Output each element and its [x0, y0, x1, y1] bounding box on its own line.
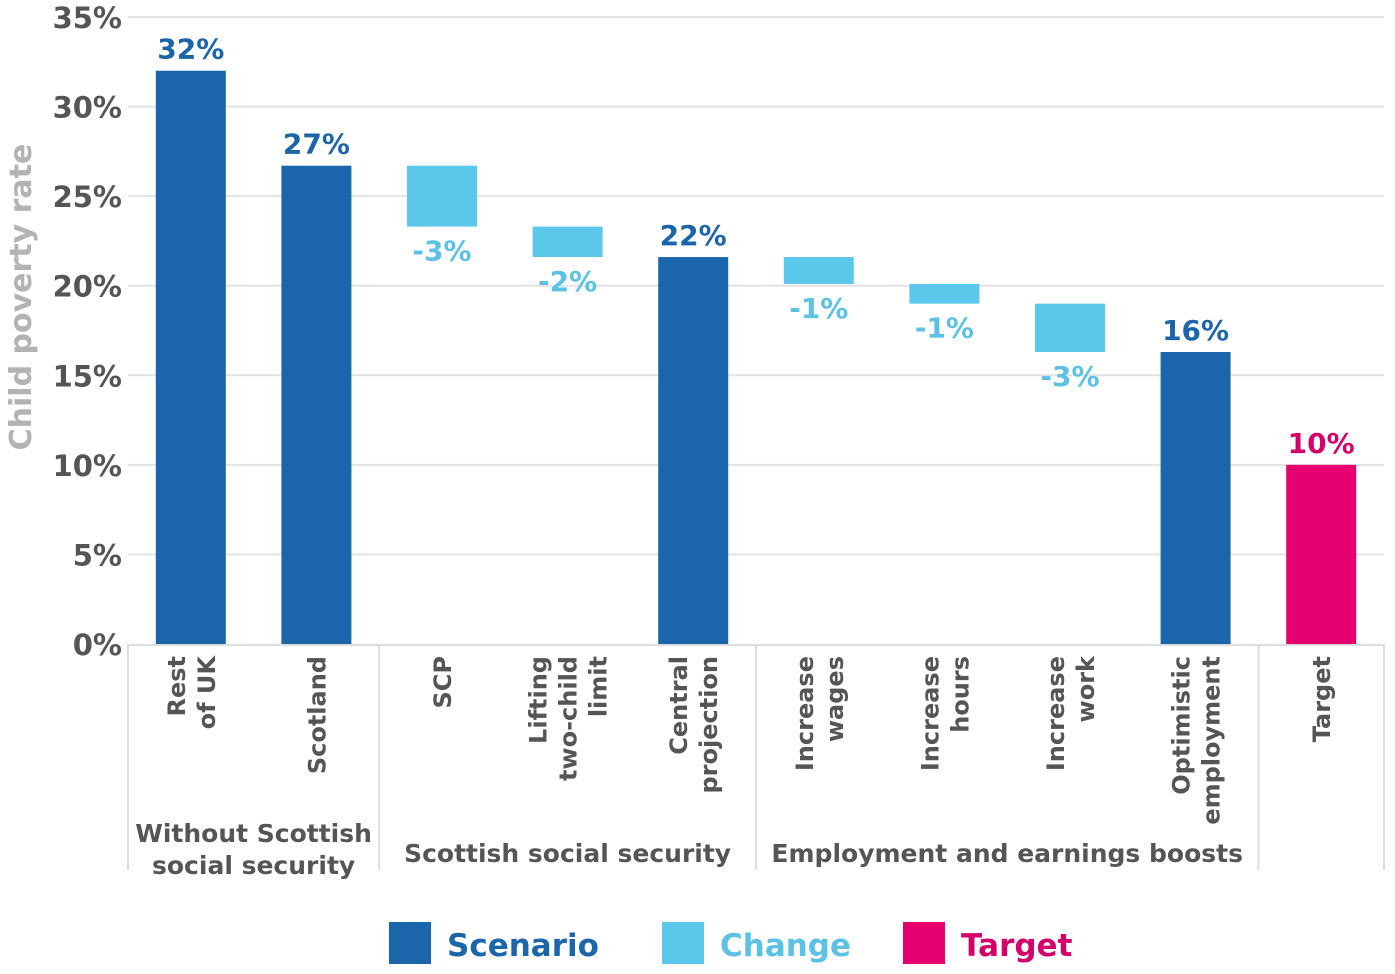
- group-label: Without Scottish: [135, 819, 372, 848]
- category-label-line: Central: [665, 656, 693, 755]
- category-label-line: wages: [821, 656, 849, 742]
- category-label: SCP: [429, 656, 457, 709]
- category-label-line: projection: [695, 656, 723, 794]
- category-label: Scotland: [303, 656, 331, 774]
- category-label-line: Increase: [791, 656, 819, 771]
- group-label: Employment and earnings boosts: [771, 839, 1243, 868]
- category-label-line: employment: [1198, 656, 1226, 825]
- group-label: Scottish social security: [404, 839, 731, 868]
- bar-change: [1035, 303, 1105, 352]
- category-labels: Rest of UK Scotland SCP Lifting two-child limi…: [163, 655, 1336, 825]
- category-label-line: Increase: [916, 656, 944, 771]
- legend-swatch: [903, 922, 945, 964]
- y-tick-label: 5%: [73, 538, 122, 572]
- category-label: Rest of UK: [163, 655, 221, 730]
- data-label: -2%: [538, 265, 597, 298]
- category-label-line: two-child: [555, 656, 583, 781]
- bars: [155, 70, 1357, 644]
- legend-swatch: [389, 922, 431, 964]
- data-label: 27%: [283, 128, 350, 161]
- category-label-line: hours: [946, 656, 974, 733]
- category-label-line: Optimistic: [1168, 656, 1196, 795]
- data-label: 32%: [157, 33, 224, 66]
- group-label: social security: [152, 851, 355, 880]
- y-tick-label: 25%: [53, 180, 122, 214]
- legend: Scenario Change Target: [389, 922, 1073, 964]
- category-label-line: SCP: [429, 656, 457, 709]
- data-label: 22%: [660, 219, 727, 252]
- data-label: 10%: [1288, 427, 1355, 460]
- category-label-line: work: [1072, 655, 1100, 722]
- legend-swatch: [662, 922, 704, 964]
- data-label: -1%: [915, 312, 974, 345]
- legend-item-target: Target: [903, 922, 1073, 964]
- legend-item-scenario: Scenario: [389, 922, 599, 964]
- y-axis-label: Child poverty rate: [4, 144, 39, 451]
- data-label: -3%: [1040, 360, 1099, 393]
- y-axis-ticks: 0% 5% 10% 15% 20% 25% 30% 35%: [53, 1, 122, 662]
- bar-scenario: [155, 70, 226, 644]
- legend-label: Target: [961, 928, 1073, 964]
- bar-scenario: [281, 165, 352, 644]
- x-axis: [127, 644, 1385, 870]
- category-label-line: of UK: [193, 655, 221, 730]
- category-label: Target: [1308, 656, 1336, 742]
- category-label: Increase work: [1042, 655, 1100, 771]
- category-label: Lifting two-child limit: [525, 656, 613, 781]
- category-label-line: Target: [1308, 656, 1336, 742]
- legend-label: Change: [720, 928, 851, 964]
- bar-scenario: [1160, 351, 1231, 644]
- bar-change: [532, 226, 603, 258]
- category-label-line: limit: [585, 656, 613, 717]
- y-tick-label: 0%: [73, 628, 122, 662]
- category-label: Increase hours: [916, 656, 974, 771]
- bar-change: [407, 165, 477, 227]
- category-label: Optimistic employment: [1168, 656, 1226, 825]
- bar-target: [1286, 464, 1357, 644]
- category-label: Central projection: [665, 656, 723, 794]
- data-labels: 32% 27% -3% -2% 22% -1% -1% -3% 16% 10%: [157, 33, 1354, 460]
- data-label: -1%: [789, 292, 848, 325]
- category-label-line: Increase: [1042, 656, 1070, 771]
- bar-scenario: [658, 257, 729, 644]
- category-label-line: Lifting: [525, 656, 553, 744]
- category-label-line: Scotland: [303, 656, 331, 774]
- y-tick-label: 30%: [53, 91, 122, 125]
- y-tick-label: 35%: [53, 1, 122, 35]
- y-tick-label: 10%: [53, 449, 122, 483]
- bar-change: [783, 257, 854, 284]
- legend-label: Scenario: [447, 928, 599, 964]
- category-label-line: Rest: [163, 656, 191, 717]
- legend-item-change: Change: [662, 922, 851, 964]
- data-label: -3%: [412, 235, 471, 268]
- bar-change: [909, 283, 980, 304]
- y-tick-label: 15%: [53, 359, 122, 393]
- data-label: 16%: [1162, 314, 1229, 347]
- category-label: Increase wages: [791, 656, 849, 771]
- y-tick-label: 20%: [53, 270, 122, 304]
- group-labels: Without Scottish social security Scottish …: [135, 819, 1243, 880]
